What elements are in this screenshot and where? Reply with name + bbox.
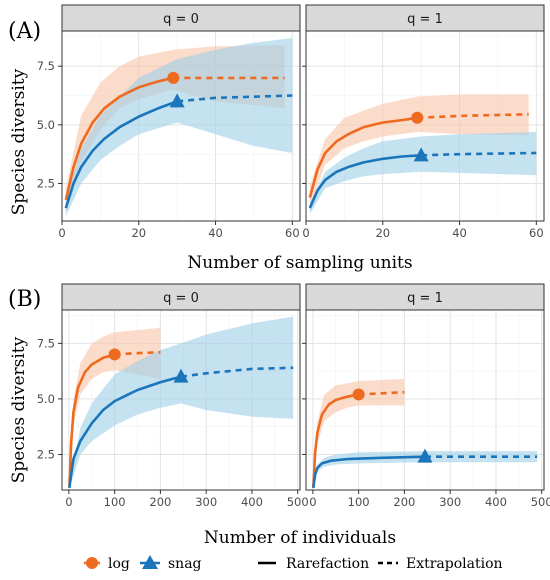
- x-tick-label: 40: [452, 226, 467, 240]
- x-tick-label: 300: [439, 495, 461, 509]
- log-extrapolation-line: [417, 112, 529, 120]
- panel-title: q = 1: [407, 291, 443, 306]
- x-tick-label: 0: [302, 226, 309, 240]
- y-tick-label: 7.5: [37, 59, 55, 73]
- snag-extrapolation-line: [180, 366, 294, 378]
- panel-border: [305, 30, 545, 222]
- panel-strip: [305, 4, 545, 32]
- log-observed-point: [411, 111, 424, 124]
- snag-rarefaction-line: [64, 100, 178, 209]
- log-rarefaction-line: [312, 393, 359, 488]
- log-observed-point: [108, 348, 121, 361]
- y-tick-label: 5.0: [37, 118, 55, 132]
- row-label-a: (A): [8, 19, 41, 44]
- x-tick-label: 500: [287, 495, 309, 509]
- plot-data: [312, 378, 538, 489]
- x-axis-title-b: Number of individuals: [204, 528, 396, 548]
- snag-rarefaction-line: [308, 154, 422, 209]
- snag-extrapolation-line: [177, 94, 293, 103]
- panel-a-q1: q = 1 0 20 40 60: [302, 4, 545, 240]
- x-tick-label: 60: [529, 226, 544, 240]
- legend-snag-label: snag: [168, 556, 202, 572]
- snag-observed-point: [413, 147, 429, 162]
- panel-title: q = 0: [163, 291, 199, 306]
- snag-confidence-band: [313, 451, 538, 489]
- snag-observed-point: [169, 93, 185, 108]
- snag-rarefaction-line: [68, 375, 182, 488]
- legend-extrapolation-label: Extrapolation: [406, 556, 503, 572]
- x-tick-label: 20: [131, 226, 146, 240]
- panel-strip: [61, 283, 301, 311]
- legend-log-label: log: [108, 556, 130, 572]
- log-observed-point: [352, 388, 365, 401]
- panel-title: q = 1: [407, 12, 443, 27]
- y-tick-label: 2.5: [37, 176, 55, 190]
- plot-data: [64, 38, 293, 217]
- snag-rarefaction-line: [312, 455, 426, 488]
- panel-strip: [305, 283, 545, 311]
- x-tick-label: 300: [195, 495, 217, 509]
- log-confidence-band: [313, 378, 405, 489]
- x-tick-label: 0: [58, 226, 65, 240]
- x-tick-label: 400: [241, 495, 263, 509]
- x-tick-label: 100: [348, 495, 370, 509]
- snag-observed-point: [417, 448, 433, 463]
- snag-observed-point: [173, 368, 189, 383]
- y-axis-title-a: Species diversity: [9, 68, 29, 215]
- log-rarefaction-line: [64, 76, 174, 201]
- panel-a-q0: q = 0 0 20 40 60 2.5 5.0 7.5: [37, 4, 301, 240]
- x-tick-label: 100: [104, 495, 126, 509]
- x-tick-label: 400: [485, 495, 507, 509]
- log-extrapolation-line: [358, 390, 405, 396]
- log-rarefaction-line: [308, 116, 418, 198]
- y-tick-label: 2.5: [37, 447, 55, 461]
- log-extrapolation-line: [114, 350, 161, 356]
- row-label-b: (B): [8, 287, 41, 312]
- y-tick-label: 7.5: [37, 336, 55, 350]
- panel-border: [61, 309, 301, 491]
- snag-confidence-band: [309, 131, 537, 214]
- y-tick-label: 5.0: [37, 392, 55, 406]
- panel-b-q1: q = 1 0 100 200 300 400 500: [302, 283, 550, 509]
- panel-border: [61, 30, 301, 222]
- log-confidence-band: [309, 94, 529, 207]
- snag-confidence-band: [65, 38, 293, 217]
- y-axis-title-b: Species diversity: [9, 336, 29, 483]
- legend-log-marker: [86, 557, 98, 569]
- panel-border: [305, 309, 545, 491]
- legend: log snag Rarefaction Extrapolation: [84, 555, 503, 572]
- x-axis-title-a: Number of sampling units: [187, 253, 412, 273]
- legend-snag-marker: [142, 555, 158, 569]
- log-observed-point: [167, 71, 180, 84]
- plot-data: [308, 94, 537, 214]
- x-tick-label: 200: [149, 495, 171, 509]
- x-tick-label: 500: [531, 495, 550, 509]
- panel-title: q = 0: [163, 12, 199, 27]
- snag-extrapolation-line: [421, 151, 537, 157]
- panel-strip: [61, 4, 301, 32]
- x-tick-label: 200: [393, 495, 415, 509]
- x-tick-label: 0: [65, 495, 72, 509]
- snag-confidence-band: [69, 316, 294, 489]
- log-rarefaction-line: [68, 353, 115, 488]
- panel-b-q0: q = 0 0 100 200 300 400 500 2.5 5.0 7.5: [37, 283, 309, 509]
- x-tick-label: 60: [285, 226, 300, 240]
- x-tick-label: 20: [375, 226, 390, 240]
- x-tick-label: 0: [309, 495, 316, 509]
- legend-rarefaction-label: Rarefaction: [286, 556, 369, 572]
- plot-data: [68, 316, 294, 489]
- x-tick-label: 40: [208, 226, 223, 240]
